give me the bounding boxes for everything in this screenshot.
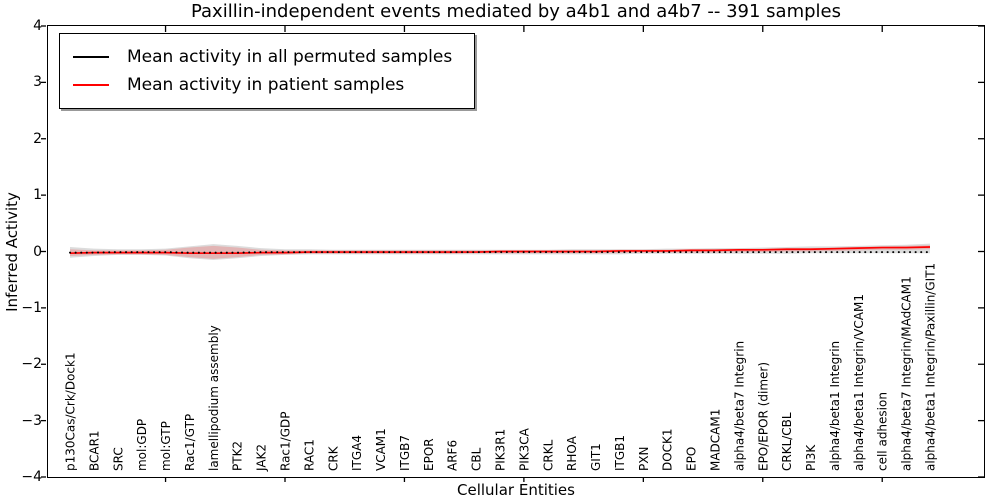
- y-tick-label: 0: [33, 243, 42, 260]
- y-tick-label: −1: [21, 299, 42, 316]
- legend-item-permuted: Mean activity in all permuted samples: [73, 43, 452, 71]
- legend-line-black: [73, 56, 109, 58]
- x-tick-label: RHOA: [565, 435, 579, 471]
- y-tick-label: 2: [33, 130, 42, 147]
- x-tick-label: MADCAM1: [709, 409, 723, 471]
- x-tick-label: alpha4/beta7 Integrin/MAdCAM1: [900, 276, 914, 471]
- x-tick-label: alpha4/beta1 Integrin/Paxillin/GIT1: [924, 263, 938, 471]
- x-tick-label: alpha4/beta1 Integrin/VCAM1: [852, 294, 866, 471]
- legend-label-permuted: Mean activity in all permuted samples: [127, 47, 453, 67]
- x-tick-label: p130Cas/Crk/Dock1: [64, 352, 78, 471]
- x-tick-label: Rac1/GTP: [183, 414, 197, 471]
- line-permuted-mean: [69, 251, 931, 254]
- y-tick-label: 3: [33, 74, 42, 91]
- x-tick-label: ARF6: [446, 440, 460, 471]
- x-tick-label: DOCK1: [661, 428, 675, 471]
- legend-label-patient: Mean activity in patient samples: [127, 75, 405, 95]
- x-tick-label: PXN: [637, 447, 651, 471]
- x-tick-label: mol:GTP: [159, 421, 173, 471]
- x-tick-label: EPO: [685, 447, 699, 471]
- x-tick-label: ITGB7: [398, 435, 412, 471]
- x-tick-label: cell adhesion: [876, 392, 890, 471]
- x-tick-label: VCAM1: [374, 428, 388, 471]
- x-tick-label: PIK3CA: [517, 427, 531, 471]
- y-tick-label: −2: [21, 356, 42, 373]
- legend-line-red: [73, 84, 109, 86]
- y-tick-label: 1: [33, 187, 42, 204]
- line-patient-mean: [69, 246, 931, 255]
- x-tick-label: EPOR: [422, 438, 436, 471]
- chart-title: Paxillin-independent events mediated by …: [190, 1, 841, 22]
- x-tick-label: BCAR1: [87, 430, 101, 471]
- x-tick-label: PI3K: [804, 444, 818, 471]
- x-tick-label: CRKL: [541, 439, 555, 471]
- x-tick-label: CRK: [326, 445, 340, 471]
- y-tick-label: −4: [21, 469, 42, 485]
- x-tick-label: CBL: [470, 447, 484, 471]
- x-tick-label: RAC1: [302, 439, 316, 471]
- x-tick-label: EPO/EPOR (dimer): [756, 362, 770, 471]
- x-tick-label: GIT1: [589, 443, 603, 471]
- legend: Mean activity in all permuted samples Me…: [59, 33, 476, 109]
- y-tick-label: 4: [33, 18, 42, 34]
- x-tick-label: alpha4/beta1 Integrin: [828, 341, 842, 471]
- x-tick-label: CRKL/CBL: [780, 412, 794, 471]
- x-tick-label: lamellipodium assembly: [207, 325, 221, 471]
- x-tick-label: PIK3R1: [494, 429, 508, 471]
- legend-item-patient: Mean activity in patient samples: [73, 71, 452, 99]
- x-tick-label: PTK2: [231, 441, 245, 471]
- x-tick-label: mol:GDP: [135, 419, 149, 471]
- x-tick-label: SRC: [111, 447, 125, 471]
- chart-canvas: p130Cas/Crk/Dock1 BCAR1 SRC mol:GDP mol:GTP R…: [41, 25, 984, 482]
- x-axis-label: Cellular Entities: [457, 481, 575, 499]
- x-tick-label: alpha4/beta7 Integrin: [732, 341, 746, 471]
- x-tick-label: Rac1/GDP: [279, 412, 293, 471]
- x-tick-label: JAK2: [255, 444, 269, 472]
- x-tick-label: ITGA4: [350, 435, 364, 471]
- x-tick-label: ITGB1: [613, 435, 627, 471]
- y-tick-label: −3: [21, 412, 42, 429]
